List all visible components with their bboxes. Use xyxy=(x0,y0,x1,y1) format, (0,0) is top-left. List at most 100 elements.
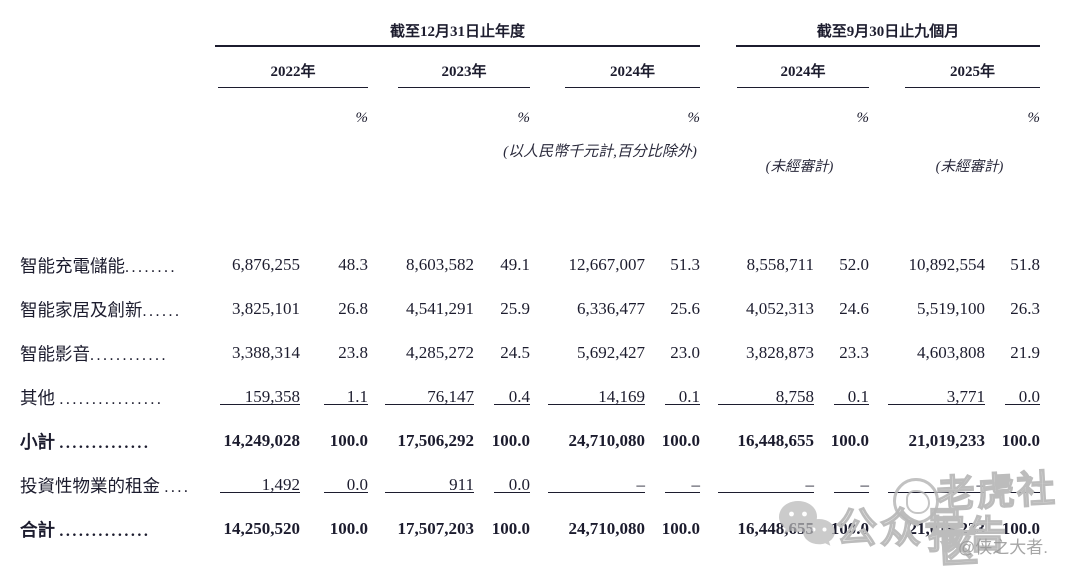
percent-cell: 21.9 xyxy=(1010,343,1040,362)
value-cell: 14,249,028 xyxy=(223,431,301,450)
row-label: 智能家居及創新...... xyxy=(20,297,205,322)
value-cell: 4,052,313 xyxy=(746,299,814,318)
value-cell: 24,710,080 xyxy=(568,519,646,538)
percent-cell: 23.3 xyxy=(839,343,869,362)
value-cell: 3,828,873 xyxy=(746,343,814,362)
percent-cell: 0.0 xyxy=(474,475,530,495)
dot-leader: ................ xyxy=(59,390,164,408)
table-row: 投資性物業的租金 .... 1,492 0.0 911 0.0– – – – – – xyxy=(20,463,1040,507)
value-cell: – xyxy=(530,475,645,495)
value-cell: 5,519,100 xyxy=(917,299,985,318)
table-row: 其他 ................ 159,358 1.1 76,147 0.4 14… xyxy=(20,375,1040,419)
value-cell: 1,492 xyxy=(205,475,300,495)
unaudited-label: (未經審計) xyxy=(765,159,834,175)
percent-cell: 100.0 xyxy=(329,431,368,450)
percent-cell: 0.1 xyxy=(814,387,869,407)
unaudited-label: (未經審計) xyxy=(935,159,1004,175)
percent-cell: 100.0 xyxy=(1001,431,1040,450)
row-label-text: 小計 xyxy=(20,431,60,452)
dot-leader: ............ xyxy=(90,346,168,364)
percent-cell: 26.3 xyxy=(1010,299,1040,318)
value-cell: 6,336,477 xyxy=(577,299,645,318)
revenue-table: 截至12月31日止年度 截至9月30日止九個月 2022年 2023年 2024… xyxy=(20,14,1040,551)
percent-cell: 52.0 xyxy=(839,255,869,274)
value-cell: 3,825,101 xyxy=(232,299,300,318)
percent-symbol: % xyxy=(856,110,870,126)
percent-cell: 0.1 xyxy=(645,387,700,407)
value-cell: 21,019,233 xyxy=(908,519,986,538)
row-label: 投資性物業的租金 .... xyxy=(20,473,205,498)
table-row: 小計 .............. 14,249,028 100.0 17,506,2… xyxy=(20,419,1040,463)
value-cell: 76,147 xyxy=(368,387,474,407)
value-cell: 159,358 xyxy=(205,387,300,407)
value-cell: 16,448,655 xyxy=(737,519,815,538)
row-label-text: 智能家居及創新 xyxy=(20,299,143,320)
row-label-text: 其他 xyxy=(20,387,60,408)
group-header-row: 截至12月31日止年度 截至9月30日止九個月 xyxy=(20,14,1040,47)
percent-cell: 0.0 xyxy=(985,387,1040,407)
percent-cell: 100.0 xyxy=(1001,519,1040,538)
percent-cell: 26.8 xyxy=(338,299,368,318)
value-cell: – xyxy=(869,475,985,495)
dot-leader: ...... xyxy=(142,302,182,320)
row-label-text: 投資性物業的租金 xyxy=(20,475,165,496)
value-cell: 21,019,233 xyxy=(908,431,986,450)
table-row: 智能充電儲能........ 6,876,255 48.3 8,603,582 49.1… xyxy=(20,243,1040,287)
unaudited-row: (未經審計) (未經審計) xyxy=(20,133,1040,193)
row-label-text: 合計 xyxy=(20,519,60,540)
percent-cell: 1.1 xyxy=(300,387,368,407)
dot-leader: .............. xyxy=(59,522,151,540)
dot-leader: .... xyxy=(164,478,191,496)
value-cell: 6,876,255 xyxy=(232,255,300,274)
value-cell: 10,892,554 xyxy=(908,255,986,274)
value-cell: 4,603,808 xyxy=(917,343,985,362)
currency-note: (以人民幣千元計,百分比除外) xyxy=(503,144,697,160)
percent-cell: 100.0 xyxy=(491,519,530,538)
table-row: 智能影音............ 3,388,314 23.8 4,285,272 24… xyxy=(20,331,1040,375)
col-header-2022: 2022年 xyxy=(218,60,368,88)
percent-cell: 100.0 xyxy=(491,431,530,450)
percent-cell: 23.8 xyxy=(338,343,368,362)
percent-symbol: % xyxy=(517,110,531,126)
col-header-9m-2025: 2025年 xyxy=(905,60,1040,88)
percent-cell: 49.1 xyxy=(500,255,530,274)
value-cell: 3,771 xyxy=(869,387,985,407)
value-cell: 4,285,272 xyxy=(406,343,474,362)
row-label: 小計 .............. xyxy=(20,429,205,454)
percent-cell: 51.8 xyxy=(1010,255,1040,274)
percent-cell: – xyxy=(985,475,1040,495)
percent-cell: 100.0 xyxy=(661,519,700,538)
row-label: 智能影音............ xyxy=(20,341,205,366)
value-cell: 17,507,203 xyxy=(397,519,475,538)
row-label: 其他 ................ xyxy=(20,385,205,410)
percent-cell: 25.9 xyxy=(500,299,530,318)
percent-symbol: % xyxy=(687,110,701,126)
group-header-nine-months: 截至9月30日止九個月 xyxy=(736,20,1040,47)
value-cell: 4,541,291 xyxy=(406,299,474,318)
year-header-row: 2022年 2023年 2024年 2024年 2025年 xyxy=(20,47,1040,88)
table-row: 智能家居及創新...... 3,825,101 26.8 4,541,291 25.9 6… xyxy=(20,287,1040,331)
percent-cell: 100.0 xyxy=(830,431,869,450)
value-cell: 5,692,427 xyxy=(577,343,645,362)
value-cell: 911 xyxy=(368,475,474,495)
percent-cell: 24.5 xyxy=(500,343,530,362)
dot-leader: .............. xyxy=(59,434,151,452)
dot-leader: ........ xyxy=(125,258,177,276)
percent-cell: 48.3 xyxy=(338,255,368,274)
value-cell: – xyxy=(700,475,814,495)
percent-cell: 100.0 xyxy=(661,431,700,450)
percent-cell: – xyxy=(645,475,700,495)
value-cell: 8,603,582 xyxy=(406,255,474,274)
percent-cell: 51.3 xyxy=(670,255,700,274)
value-cell: 8,558,711 xyxy=(746,255,814,274)
value-cell: 3,388,314 xyxy=(232,343,300,362)
percent-cell: 0.4 xyxy=(474,387,530,407)
percent-cell: 100.0 xyxy=(830,519,869,538)
percent-cell: – xyxy=(814,475,869,495)
percent-cell: 0.0 xyxy=(300,475,368,495)
value-cell: 12,667,007 xyxy=(568,255,646,274)
col-header-2023: 2023年 xyxy=(398,60,530,88)
percent-cell: 24.6 xyxy=(839,299,869,318)
table-row: 合計 .............. 14,250,520 100.0 17,507,2… xyxy=(20,507,1040,551)
